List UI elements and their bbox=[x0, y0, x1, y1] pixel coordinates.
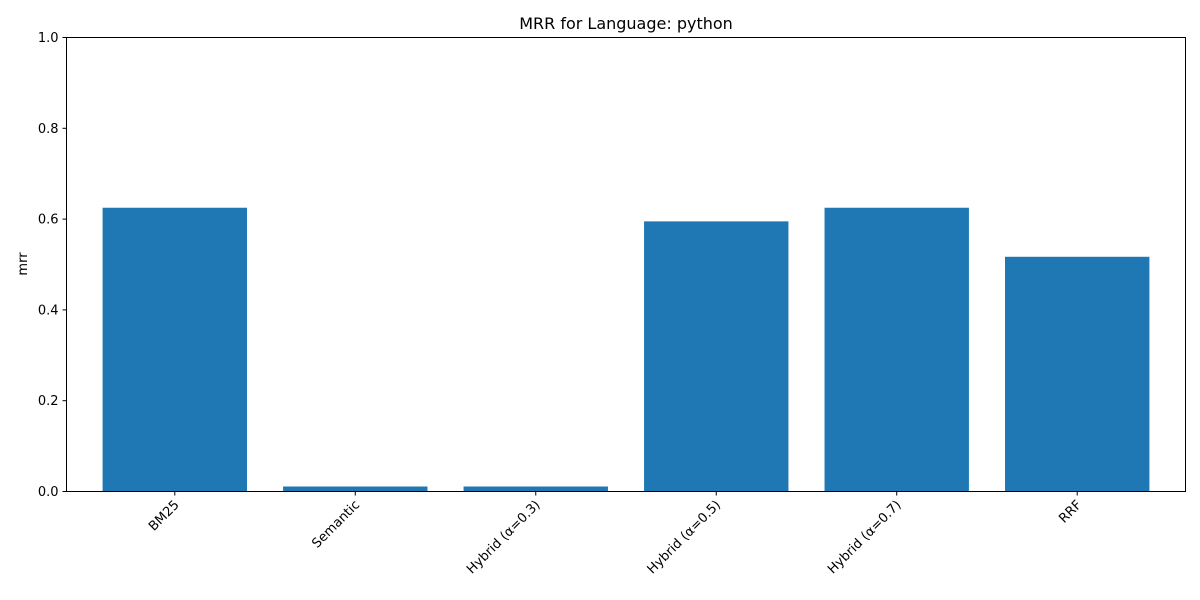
x-tick-label-0: BM25 bbox=[146, 498, 183, 535]
bar-5 bbox=[1005, 256, 1150, 492]
x-axis-ticks: BM25 Semantic Hybrid (α=0.3) Hybrid (α=0.5)… bbox=[146, 491, 1085, 577]
x-tick-label-1: Semantic bbox=[309, 498, 363, 552]
y-axis-label: mrr bbox=[16, 252, 31, 276]
y-tick-label-1: 0.2 bbox=[38, 394, 59, 409]
y-axis-ticks: 0.0 0.2 0.4 0.6 0.8 1.0 bbox=[38, 31, 67, 500]
y-tick-label-5: 1.0 bbox=[38, 31, 59, 46]
bar-2 bbox=[463, 486, 608, 492]
x-tick-label-5: RRF bbox=[1056, 498, 1085, 527]
y-tick-label-2: 0.4 bbox=[38, 303, 59, 318]
bar-0 bbox=[102, 207, 247, 492]
y-tick-label-3: 0.6 bbox=[38, 213, 59, 228]
x-tick-label-4: Hybrid (α=0.7) bbox=[825, 498, 904, 577]
bar-3 bbox=[644, 221, 789, 492]
bars-group bbox=[102, 207, 1150, 492]
plot-frame bbox=[66, 37, 1186, 492]
y-tick-label-0: 0.0 bbox=[38, 485, 59, 500]
chart-title: MRR for Language: python bbox=[519, 14, 733, 33]
y-tick-label-4: 0.8 bbox=[38, 122, 59, 137]
x-tick-label-3: Hybrid (α=0.5) bbox=[645, 498, 724, 577]
bar-1 bbox=[283, 486, 428, 492]
bar-4 bbox=[824, 207, 969, 492]
x-tick-label-2: Hybrid (α=0.3) bbox=[464, 498, 543, 577]
